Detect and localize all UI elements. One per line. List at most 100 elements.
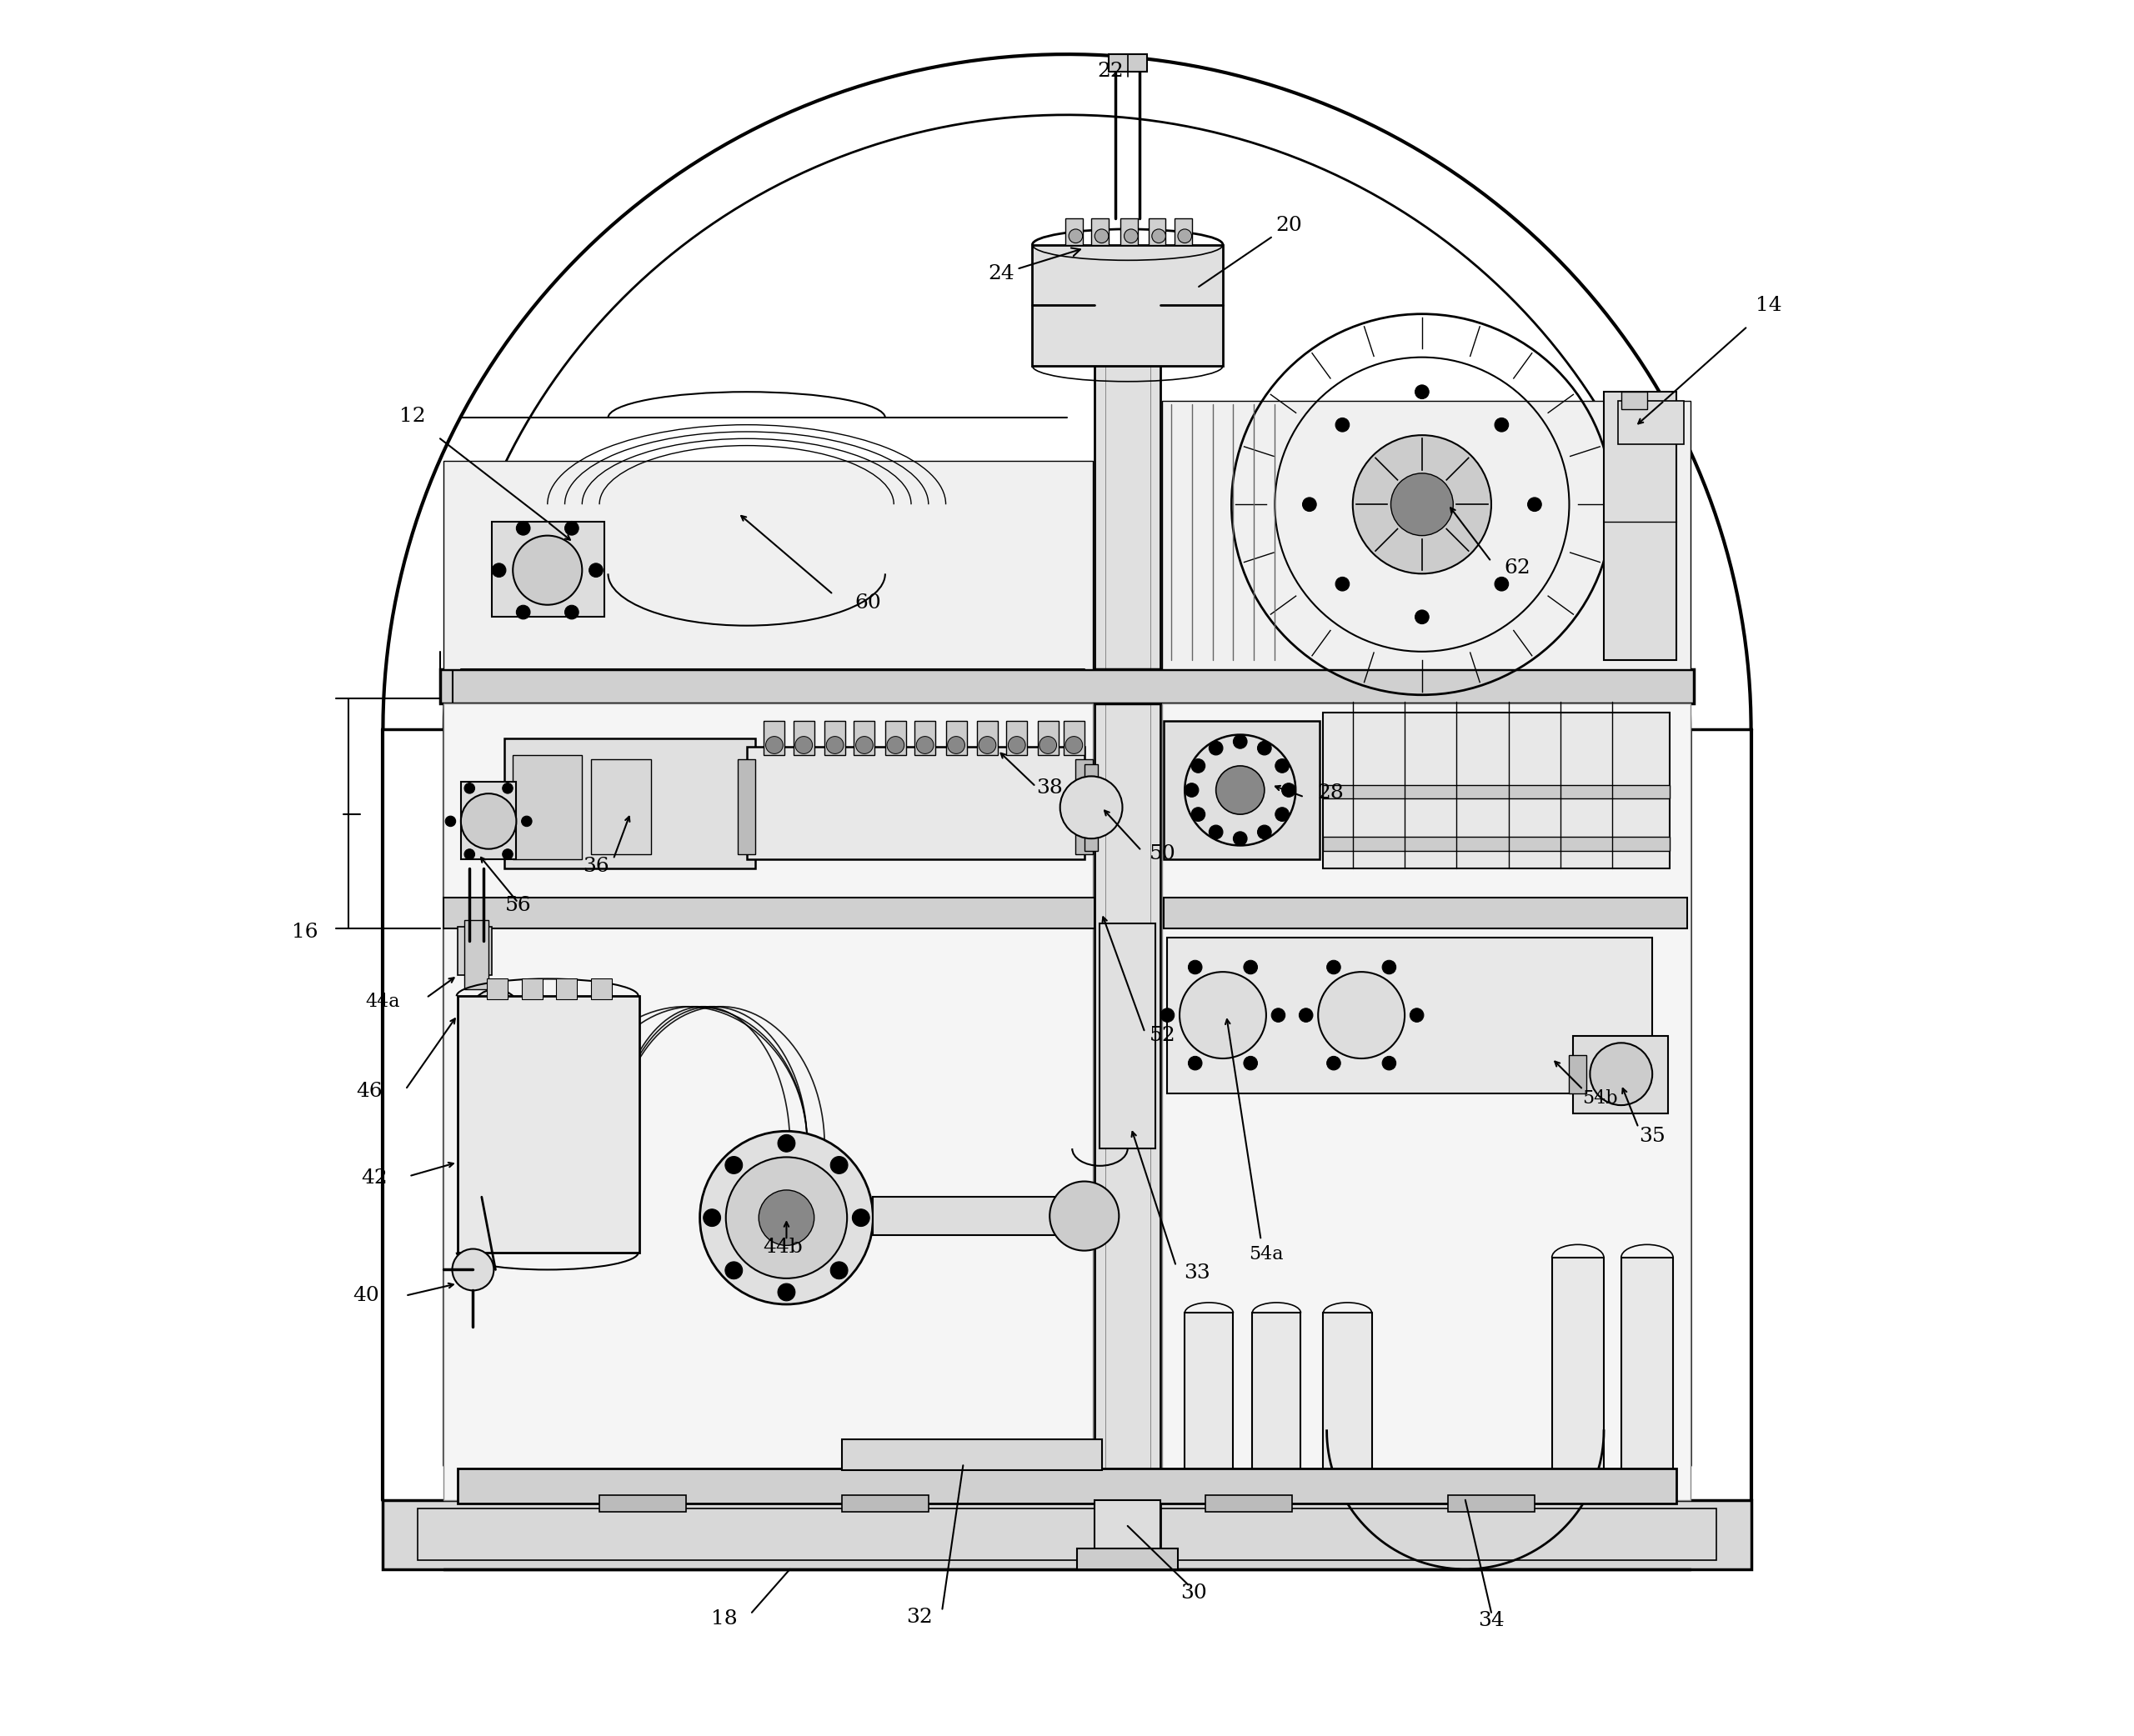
Bar — [1622, 392, 1647, 410]
Text: 56: 56 — [506, 896, 531, 915]
Circle shape — [516, 521, 529, 535]
Circle shape — [1191, 759, 1206, 773]
Bar — [1120, 219, 1137, 245]
Bar — [843, 1495, 928, 1512]
Text: 32: 32 — [907, 1608, 933, 1627]
Circle shape — [915, 736, 935, 753]
Circle shape — [1336, 576, 1349, 590]
Bar — [457, 996, 640, 1252]
Circle shape — [1415, 385, 1430, 399]
Bar — [461, 781, 516, 859]
Bar — [1065, 219, 1082, 245]
Circle shape — [501, 783, 512, 793]
Circle shape — [1189, 960, 1201, 974]
Circle shape — [1244, 1055, 1257, 1069]
Text: 35: 35 — [1639, 1127, 1665, 1146]
Circle shape — [851, 1208, 869, 1226]
Bar — [1090, 219, 1108, 245]
Circle shape — [566, 606, 578, 620]
Text: 36: 36 — [583, 856, 608, 875]
Bar — [1551, 1257, 1605, 1483]
Circle shape — [726, 1156, 743, 1174]
Bar — [444, 898, 1095, 929]
Circle shape — [446, 816, 457, 826]
Bar — [1253, 1312, 1302, 1477]
Circle shape — [1302, 498, 1317, 512]
Bar — [1323, 837, 1669, 851]
Circle shape — [888, 736, 905, 753]
Circle shape — [1061, 776, 1122, 838]
Bar — [1037, 720, 1058, 755]
Circle shape — [1353, 436, 1492, 573]
Polygon shape — [474, 1279, 487, 1297]
Circle shape — [1210, 741, 1223, 755]
Text: 14: 14 — [1754, 295, 1782, 314]
Circle shape — [1319, 972, 1404, 1059]
Circle shape — [1300, 1009, 1312, 1023]
Circle shape — [1327, 960, 1340, 974]
Circle shape — [1391, 474, 1453, 536]
Circle shape — [1233, 832, 1246, 845]
Circle shape — [856, 736, 873, 753]
Circle shape — [830, 1156, 847, 1174]
Text: 30: 30 — [1180, 1583, 1206, 1602]
Bar — [1323, 1312, 1372, 1477]
Text: 44b: 44b — [764, 1238, 802, 1257]
Circle shape — [516, 606, 529, 620]
Circle shape — [1257, 741, 1272, 755]
Circle shape — [1007, 736, 1026, 753]
Text: 62: 62 — [1504, 559, 1530, 578]
Bar — [504, 738, 755, 868]
Circle shape — [826, 736, 843, 753]
Circle shape — [1528, 498, 1541, 512]
Bar — [493, 523, 604, 616]
Circle shape — [1161, 1009, 1174, 1023]
Circle shape — [1095, 229, 1108, 243]
Bar — [1323, 785, 1669, 799]
Circle shape — [1494, 576, 1509, 590]
Bar — [886, 720, 907, 755]
Circle shape — [1189, 1055, 1201, 1069]
Text: 20: 20 — [1199, 215, 1302, 286]
Text: 54a: 54a — [1248, 1245, 1283, 1264]
Circle shape — [469, 990, 521, 1042]
Bar — [1163, 898, 1688, 929]
Bar — [1605, 392, 1677, 660]
Circle shape — [766, 736, 783, 753]
Circle shape — [512, 536, 583, 604]
Bar — [764, 720, 785, 755]
Circle shape — [1411, 1009, 1423, 1023]
Bar — [1078, 1549, 1178, 1569]
Text: 42: 42 — [361, 1168, 388, 1187]
Bar — [824, 720, 845, 755]
Bar — [1007, 720, 1026, 755]
Bar — [487, 979, 508, 1000]
Text: 16: 16 — [292, 922, 318, 941]
Bar — [591, 979, 612, 1000]
Circle shape — [830, 1262, 847, 1279]
Bar — [1108, 54, 1146, 71]
Circle shape — [1276, 759, 1289, 773]
Circle shape — [1383, 960, 1396, 974]
Circle shape — [465, 783, 474, 793]
Circle shape — [589, 562, 604, 576]
Bar — [794, 720, 815, 755]
Circle shape — [1383, 1055, 1396, 1069]
Bar — [1184, 1312, 1233, 1477]
Circle shape — [1272, 1009, 1285, 1023]
Circle shape — [726, 1262, 743, 1279]
Bar — [1033, 245, 1223, 366]
Circle shape — [1590, 1043, 1652, 1106]
Circle shape — [1180, 972, 1265, 1059]
Bar — [1618, 401, 1684, 444]
Text: 46: 46 — [356, 1082, 382, 1101]
Circle shape — [465, 849, 474, 859]
Circle shape — [760, 1191, 815, 1245]
Circle shape — [1178, 229, 1191, 243]
Text: 40: 40 — [352, 1286, 380, 1305]
Bar — [1449, 1495, 1534, 1512]
Bar — [747, 746, 1084, 859]
Bar — [1568, 1055, 1586, 1094]
Bar — [1095, 1500, 1161, 1569]
Bar — [1174, 219, 1191, 245]
